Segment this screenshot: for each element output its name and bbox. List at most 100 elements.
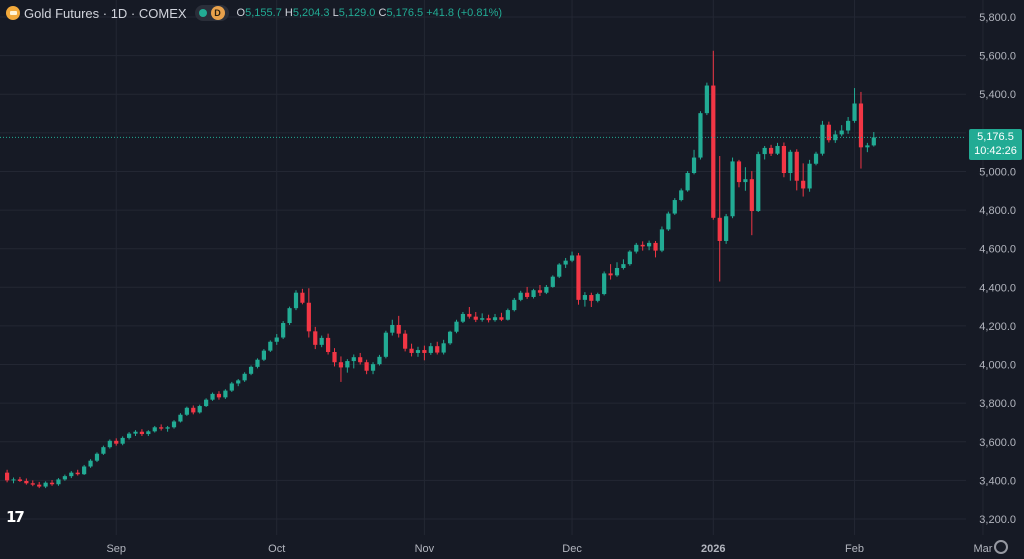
y-tick-label: 4,000.0	[979, 360, 1016, 372]
candle-up	[390, 324, 395, 333]
candle-down	[435, 346, 440, 353]
candle-up	[107, 440, 112, 448]
candle-up	[428, 346, 433, 353]
candle-up	[82, 466, 87, 475]
candle-up	[223, 390, 228, 398]
candle-up	[563, 260, 568, 265]
low-value: 5,129.0	[338, 7, 376, 19]
candle-down	[768, 147, 774, 154]
y-tick-label: 3,600.0	[979, 437, 1016, 449]
candle-up	[839, 130, 844, 135]
candle-up	[614, 268, 620, 276]
candle-down	[358, 357, 363, 363]
candle-down	[24, 480, 29, 484]
time-axis[interactable]: Sep Oct Nov Dec 2026 Feb Mar	[106, 543, 992, 555]
candle-up	[647, 242, 652, 247]
candle-up	[544, 286, 549, 293]
x-tick-label: Nov	[415, 543, 435, 555]
candle-up	[319, 337, 324, 345]
candle-up	[756, 154, 761, 212]
candle-down	[537, 290, 543, 293]
candle-up	[531, 290, 536, 297]
candle-up	[165, 427, 170, 429]
status-pill[interactable]: D	[194, 5, 229, 21]
candle-down	[306, 302, 311, 332]
x-tick-label: Dec	[562, 543, 582, 555]
candle-down	[49, 482, 55, 485]
candle-up	[261, 350, 266, 360]
candle-up	[492, 317, 498, 321]
candle-up	[293, 292, 299, 309]
candle-up	[274, 337, 279, 342]
candle-up	[820, 124, 825, 154]
candle-down	[736, 161, 742, 183]
x-tick-label: Oct	[268, 543, 285, 555]
candle-down	[159, 427, 164, 429]
candle-down	[338, 362, 344, 368]
ohlc-values: O5,155.7 H5,204.3 L5,129.0 C5,176.5 +41.…	[237, 7, 503, 19]
gold-coin-icon	[6, 6, 20, 20]
candle-up	[370, 364, 376, 371]
candle-up	[69, 472, 74, 477]
candle-up	[255, 359, 260, 367]
candle-up	[659, 229, 665, 251]
candle-up	[775, 145, 780, 154]
data-badge: D	[210, 6, 225, 20]
candle-down	[17, 479, 23, 481]
candle-up	[184, 407, 189, 415]
candle-up	[550, 276, 555, 287]
candle-up	[460, 313, 466, 322]
settings-icon[interactable]	[994, 540, 1008, 554]
candle-up	[88, 460, 93, 467]
last-price-value: 5,176.5	[977, 131, 1014, 143]
candle-up	[441, 343, 446, 353]
candle-down	[781, 145, 787, 174]
candle-up	[685, 173, 690, 191]
x-tick-label: Feb	[845, 543, 864, 555]
candle-up	[679, 190, 684, 201]
candle-down	[589, 295, 594, 301]
candle-up	[865, 145, 870, 148]
candle-up	[666, 213, 671, 230]
candle-up	[62, 476, 67, 480]
candle-up	[197, 406, 202, 413]
candle-down	[139, 431, 145, 435]
low-key: L	[332, 7, 339, 19]
candle-up	[730, 161, 735, 217]
open-value: 5,155.7	[245, 7, 282, 19]
candle-up	[377, 356, 382, 365]
y-tick-label: 4,200.0	[979, 321, 1016, 333]
candle-down	[75, 472, 80, 475]
candle-down	[396, 324, 401, 334]
candle-down	[467, 313, 472, 317]
candle-down	[5, 472, 10, 481]
change-value: +41.8 (+0.81%)	[426, 7, 503, 19]
candle-down	[749, 179, 754, 212]
candle-down	[30, 483, 35, 485]
tradingview-logo-icon[interactable]: 17	[6, 508, 25, 526]
candle-up	[569, 255, 575, 261]
candle-up	[171, 421, 177, 428]
candle-up	[582, 295, 587, 300]
candle-up	[383, 332, 388, 357]
candle-down	[801, 180, 806, 189]
candle-down	[826, 124, 831, 141]
market-open-dot-icon	[198, 9, 207, 17]
candle-down	[409, 348, 414, 353]
candle-down	[216, 393, 222, 398]
candle-down	[794, 151, 799, 181]
symbol-legend: Gold Futures · 1D · COMEX D O5,155.7 H5,…	[6, 4, 502, 22]
open-key: O	[236, 7, 246, 19]
candle-up	[595, 294, 600, 301]
candle-up	[229, 383, 234, 391]
candle-down	[473, 316, 478, 320]
candle-down	[313, 331, 318, 345]
candle-up	[415, 350, 421, 353]
candle-up	[557, 264, 562, 277]
candle-up	[704, 85, 709, 114]
symbol-title[interactable]: Gold Futures · 1D · COMEX	[24, 5, 187, 21]
candle-up	[178, 414, 183, 422]
candle-down	[403, 333, 408, 349]
